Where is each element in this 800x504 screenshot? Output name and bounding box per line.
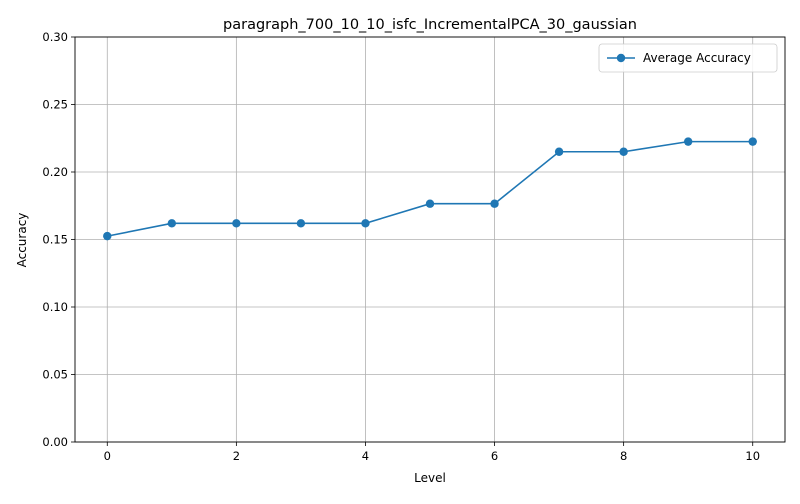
legend: Average Accuracy xyxy=(598,43,778,73)
y-tick-label: 0.30 xyxy=(42,30,68,44)
grid-lines xyxy=(75,36,785,443)
x-tick-label: 2 xyxy=(233,449,240,463)
legend-marker xyxy=(616,53,626,63)
plot-frame xyxy=(74,36,786,443)
y-tick-label: 0.15 xyxy=(42,233,68,247)
data-point xyxy=(167,219,177,228)
data-point xyxy=(361,219,370,228)
y-tick-label: 0.05 xyxy=(42,368,68,382)
axes: 0 2 4 6 8 10 0.00 0.05 0.10 0.15 0.20 0.25 0.30 xyxy=(42,30,786,463)
data-point xyxy=(619,147,628,156)
series-line xyxy=(107,140,753,237)
x-tick-label: 10 xyxy=(745,449,760,463)
data-point xyxy=(296,219,306,228)
data-point xyxy=(232,219,241,228)
x-tick-label: 0 xyxy=(104,449,111,463)
data-point xyxy=(425,199,435,208)
data-point xyxy=(683,137,693,146)
y-tick-label: 0.20 xyxy=(42,165,68,179)
x-tick-label: 8 xyxy=(620,449,627,463)
data-point xyxy=(554,147,564,156)
x-tick-label: 4 xyxy=(362,449,369,463)
series-layer xyxy=(103,137,757,241)
chart-title: paragraph_700_10_10_isfc_IncrementalPCA_… xyxy=(223,17,637,33)
y-tick-label: 0.00 xyxy=(42,435,68,449)
x-tick-label: 6 xyxy=(491,449,498,463)
y-tick-label: 0.25 xyxy=(42,98,68,112)
x-axis-label: Level xyxy=(414,471,446,485)
data-point xyxy=(748,137,757,146)
legend-box xyxy=(598,43,778,73)
data-point xyxy=(490,199,499,208)
data-point xyxy=(103,231,112,241)
y-axis-label: Accuracy xyxy=(15,213,29,268)
y-tick-label: 0.10 xyxy=(42,300,68,314)
legend-label: Average Accuracy xyxy=(643,51,751,65)
